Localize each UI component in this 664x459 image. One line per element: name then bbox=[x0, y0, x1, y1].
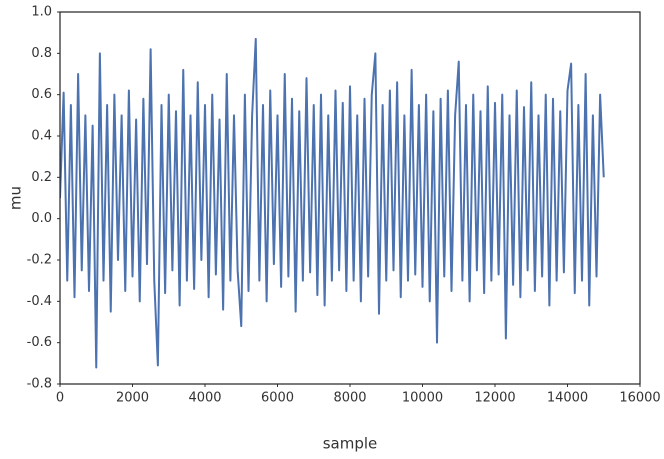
y-tick-label: 0.6 bbox=[31, 87, 52, 102]
x-tick-label: 14000 bbox=[547, 391, 588, 406]
y-tick-label: 0.0 bbox=[31, 211, 52, 226]
y-tick-label: 0.2 bbox=[31, 170, 52, 185]
x-axis-label: sample bbox=[323, 435, 378, 453]
x-tick-label: 8000 bbox=[333, 391, 366, 406]
x-tick-label: 16000 bbox=[619, 391, 660, 406]
y-tick-label: -0.2 bbox=[27, 253, 52, 268]
y-tick-label: -0.4 bbox=[27, 294, 52, 309]
plot-frame bbox=[59, 11, 641, 385]
x-tick-label: 4000 bbox=[188, 391, 221, 406]
y-tick-label: 0.4 bbox=[31, 129, 52, 144]
x-tick-label: 2000 bbox=[116, 391, 149, 406]
y-tick-label: 1.0 bbox=[31, 5, 52, 20]
y-tick-label: -0.6 bbox=[27, 335, 52, 350]
y-tick-label: -0.8 bbox=[27, 377, 52, 392]
x-tick-label: 6000 bbox=[261, 391, 294, 406]
y-tick-label: 0.8 bbox=[31, 46, 52, 61]
x-tick-label: 10000 bbox=[402, 391, 443, 406]
y-axis-label: mu bbox=[7, 186, 25, 210]
data-line bbox=[60, 37, 605, 369]
x-tick-label: 12000 bbox=[474, 391, 515, 406]
x-tick-label: 0 bbox=[56, 391, 64, 406]
